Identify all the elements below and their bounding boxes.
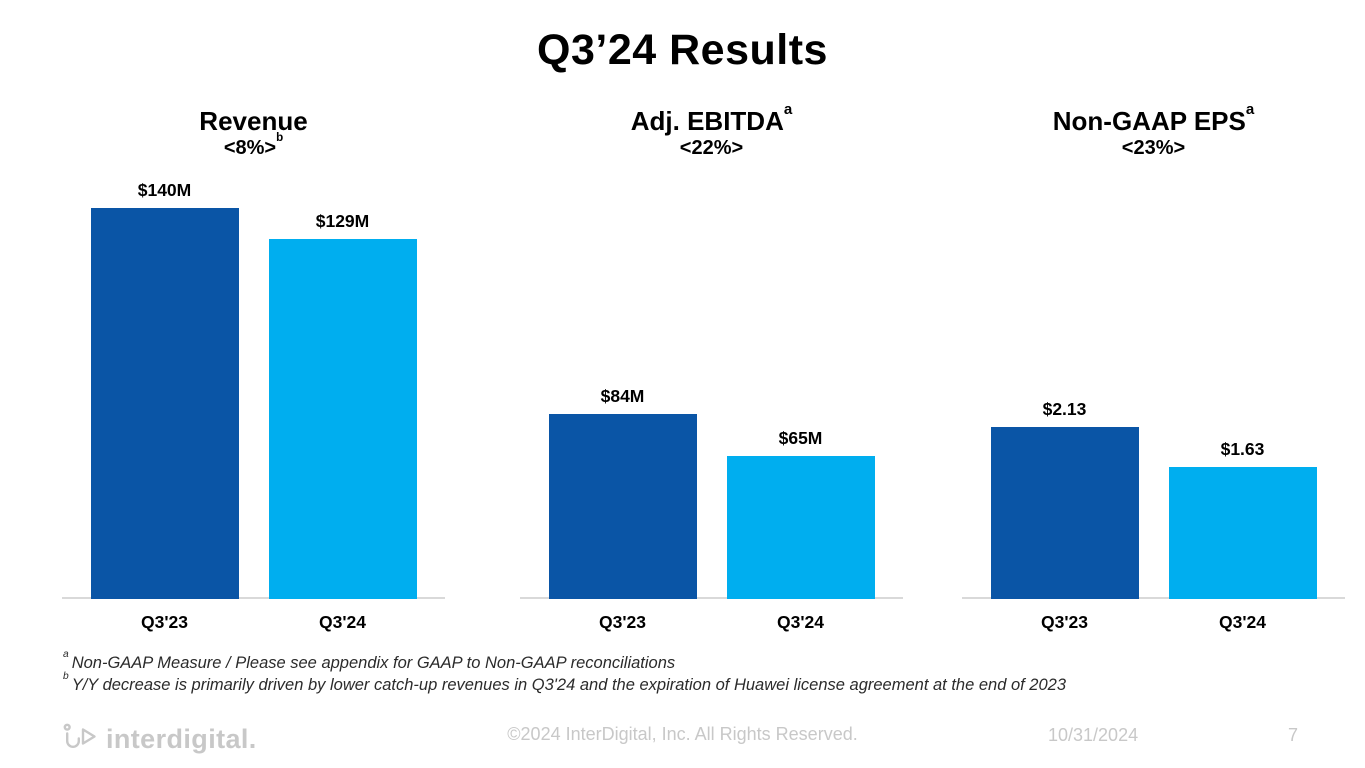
bar-group: $84M Q3'23 [548,386,697,640]
bar-q323 [990,427,1139,599]
x-axis-category-label: Q3'23 [1041,612,1088,632]
bar-group: $140M Q3'23 [90,180,239,640]
chart-title-text: Revenue [199,106,308,136]
copyright-text: ©2024 InterDigital, Inc. All Rights Rese… [507,724,858,744]
footnote-a-text: Non-GAAP Measure / Please see appendix f… [71,654,676,672]
chart-plot-area: $84M Q3'23 $65M Q3'24 [520,166,903,640]
footnote-a-marker: a [63,649,69,661]
slide-date: 10/31/2024 [1048,725,1139,745]
bar-value-label: $140M [137,180,192,200]
chart-non-gaap-eps: Non-GAAP EPSa <23%> $2.13 Q3'23 $1.63 Q3'24 [962,102,1345,640]
bar-q324 [726,456,875,599]
footnote-a: a Non-GAAP Measure / Please see appendix … [63,649,1335,674]
chart-title-text: Adj. EBITDA [630,106,784,136]
x-axis-category-label: Q3'24 [1219,612,1266,632]
chart-yoy-change: <8%>b [62,132,445,161]
chart-yoy-change-text: <23%> [1121,137,1186,159]
chart-yoy-change-text: <8%> [223,137,277,159]
x-axis-line [520,597,903,599]
bar-q323 [548,414,697,599]
bar-group: $2.13 Q3'23 [990,399,1139,640]
chart-yoy-change: <23%> [962,136,1345,161]
interdigital-logo: interdigital. [60,721,257,758]
x-axis-line [962,597,1345,599]
chart-title: Non-GAAP EPSa [962,102,1345,136]
bar-q324 [1168,467,1317,599]
bar-q323 [90,208,239,599]
x-axis-category-label: Q3'24 [319,612,366,632]
footnote-b: b Y/Y decrease is primarily driven by low… [63,671,1335,696]
x-axis-category-label: Q3'23 [141,612,188,632]
footnote-b-marker: b [63,671,69,683]
chart-adj-ebitda: Adj. EBITDAa <22%> $84M Q3'23 $65M Q3'24 [520,102,903,640]
x-axis-line [62,597,445,599]
interdigital-logo-wordmark: interdigital. [106,724,257,754]
interdigital-logo-icon [60,721,98,758]
chart-yoy-change-text: <22%> [679,137,744,159]
chart-yoy-change: <22%> [520,136,903,161]
chart-title-footnote-marker: a [783,100,793,118]
chart-title-text: Non-GAAP EPS [1052,106,1246,136]
bar-value-label: $84M [600,386,645,406]
bar-group: $129M Q3'24 [268,211,417,640]
bar-q324 [268,239,417,599]
footnotes: a Non-GAAP Measure / Please see appendix … [63,649,1335,696]
chart-revenue: Revenue <8%>b $140M Q3'23 $129M Q3'24 [62,106,445,640]
footnote-b-text: Y/Y decrease is primarily driven by lowe… [71,676,1067,694]
chart-title-footnote-marker: a [1245,100,1255,118]
slide-footer: interdigital. ©2024 InterDigital, Inc. A… [0,716,1365,768]
chart-title: Revenue [62,106,445,136]
chart-yoy-footnote-marker: b [276,131,284,145]
bar-value-label: $129M [315,211,370,231]
bar-group: $65M Q3'24 [726,428,875,640]
bar-value-label: $1.63 [1220,439,1265,459]
page-number: 7 [1288,725,1299,745]
chart-title: Adj. EBITDAa [520,102,903,136]
bar-group: $1.63 Q3'24 [1168,439,1317,640]
bar-value-label: $65M [778,428,823,448]
slide-title: Q3’24 Results [537,26,828,74]
x-axis-category-label: Q3'23 [599,612,646,632]
chart-plot-area: $2.13 Q3'23 $1.63 Q3'24 [962,166,1345,640]
x-axis-category-label: Q3'24 [777,612,824,632]
chart-plot-area: $140M Q3'23 $129M Q3'24 [62,166,445,640]
bar-value-label: $2.13 [1042,399,1087,419]
